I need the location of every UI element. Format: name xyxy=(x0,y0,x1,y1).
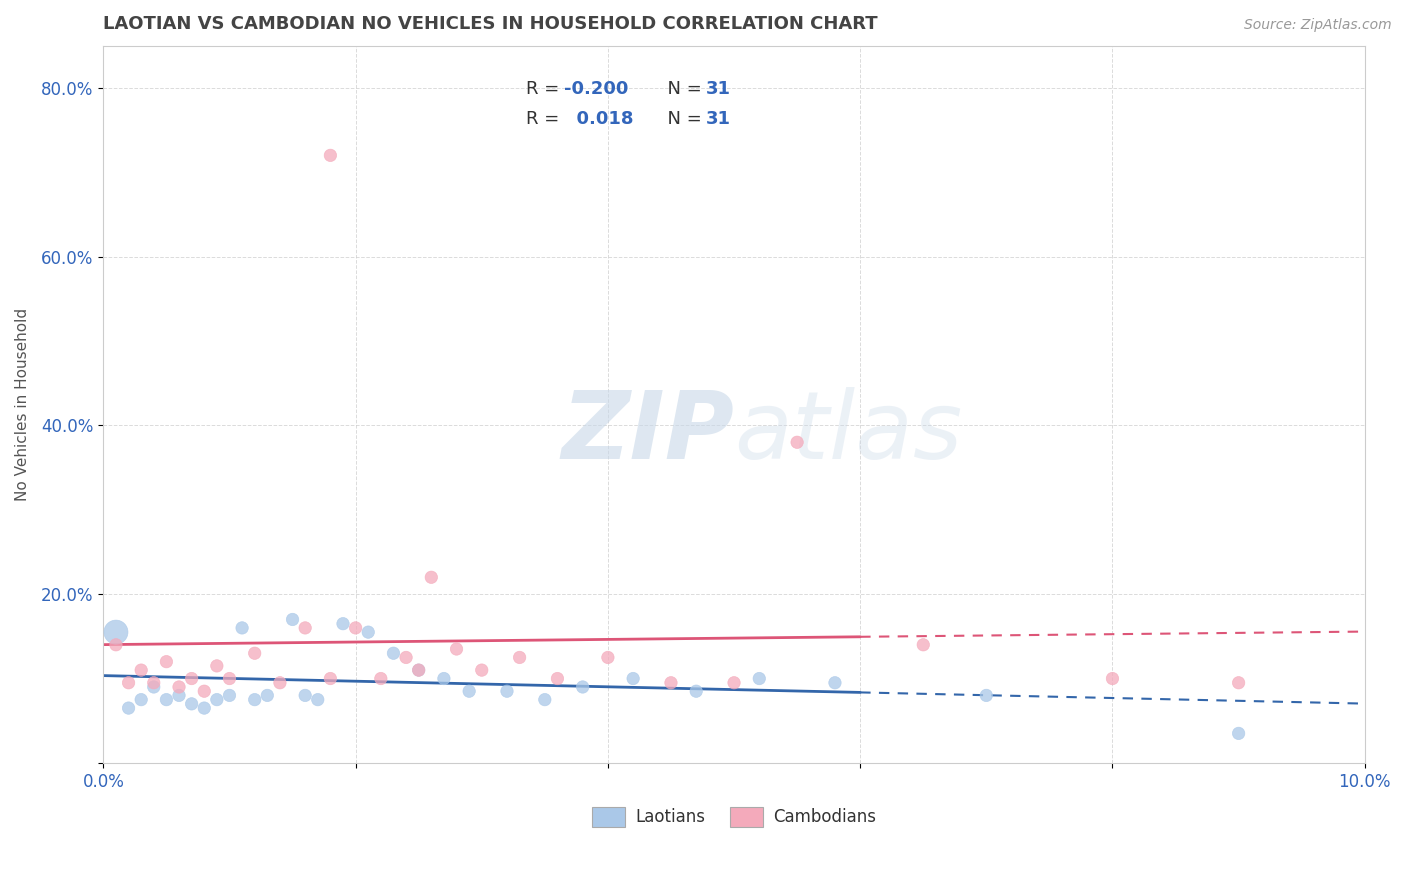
Point xyxy=(748,672,770,686)
Point xyxy=(193,701,215,715)
Point xyxy=(446,642,468,657)
Point xyxy=(976,689,998,703)
Point xyxy=(117,675,139,690)
Point xyxy=(205,659,228,673)
Point xyxy=(294,689,316,703)
Point xyxy=(357,625,380,640)
Point xyxy=(243,692,266,706)
Point xyxy=(180,672,202,686)
Point xyxy=(142,680,165,694)
Point xyxy=(155,692,177,706)
Point xyxy=(129,663,152,677)
Point xyxy=(319,672,342,686)
Point xyxy=(294,621,316,635)
Point xyxy=(509,650,531,665)
Point xyxy=(218,689,240,703)
Point xyxy=(408,663,430,677)
Point xyxy=(167,680,190,694)
Point xyxy=(193,684,215,698)
Point xyxy=(621,672,644,686)
Point xyxy=(659,675,682,690)
Point xyxy=(408,663,430,677)
Point xyxy=(420,570,443,584)
Text: 31: 31 xyxy=(706,110,731,128)
Point xyxy=(596,650,619,665)
Point xyxy=(1101,672,1123,686)
Text: LAOTIAN VS CAMBODIAN NO VEHICLES IN HOUSEHOLD CORRELATION CHART: LAOTIAN VS CAMBODIAN NO VEHICLES IN HOUS… xyxy=(103,15,877,33)
Point xyxy=(269,675,291,690)
Point xyxy=(180,697,202,711)
Point xyxy=(546,672,568,686)
Point xyxy=(205,692,228,706)
Point xyxy=(1227,675,1250,690)
Point xyxy=(104,625,127,640)
Point xyxy=(319,148,342,162)
Point xyxy=(382,646,405,660)
Text: 0.018: 0.018 xyxy=(564,110,633,128)
Text: N =: N = xyxy=(655,110,707,128)
Legend: Laotians, Cambodians: Laotians, Cambodians xyxy=(585,800,883,834)
Text: -0.200: -0.200 xyxy=(564,79,628,98)
Point xyxy=(786,435,808,450)
Point xyxy=(167,689,190,703)
Point xyxy=(471,663,494,677)
Text: Source: ZipAtlas.com: Source: ZipAtlas.com xyxy=(1244,18,1392,32)
Text: N =: N = xyxy=(655,79,707,98)
Point xyxy=(1227,726,1250,740)
Point xyxy=(129,692,152,706)
Point xyxy=(117,701,139,715)
Text: 31: 31 xyxy=(706,79,731,98)
Point xyxy=(218,672,240,686)
Point xyxy=(142,675,165,690)
Text: atlas: atlas xyxy=(734,387,962,478)
Point xyxy=(281,612,304,626)
Point xyxy=(344,621,367,635)
Point xyxy=(723,675,745,690)
Point xyxy=(104,638,127,652)
Point xyxy=(332,616,354,631)
Point xyxy=(912,638,935,652)
Point xyxy=(571,680,593,694)
Y-axis label: No Vehicles in Household: No Vehicles in Household xyxy=(15,308,30,501)
Point xyxy=(824,675,846,690)
Point xyxy=(534,692,557,706)
Text: R =: R = xyxy=(526,79,565,98)
Point xyxy=(370,672,392,686)
Point xyxy=(155,655,177,669)
Point xyxy=(307,692,329,706)
Point xyxy=(433,672,456,686)
Point xyxy=(256,689,278,703)
Point xyxy=(458,684,481,698)
Point xyxy=(395,650,418,665)
Point xyxy=(231,621,253,635)
Text: ZIP: ZIP xyxy=(561,387,734,479)
Point xyxy=(685,684,707,698)
Point xyxy=(496,684,519,698)
Point xyxy=(243,646,266,660)
Text: R =: R = xyxy=(526,110,565,128)
